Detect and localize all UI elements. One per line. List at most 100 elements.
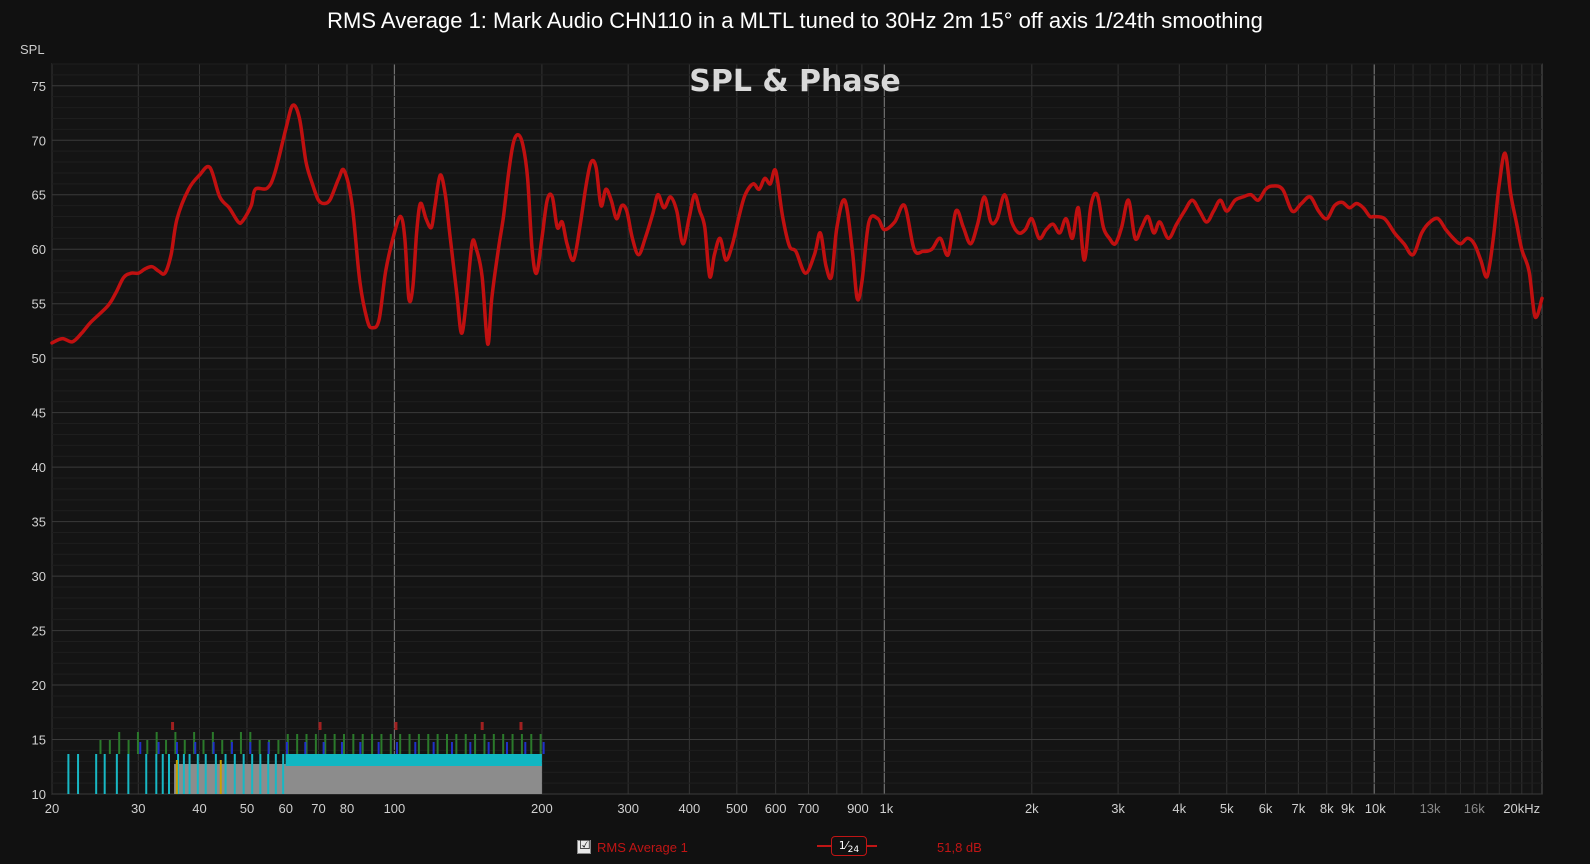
green-bar xyxy=(361,734,364,754)
cyan-bar xyxy=(251,754,254,794)
cyan-bar xyxy=(242,754,245,794)
red-bar xyxy=(394,722,398,730)
cyan-bar xyxy=(115,754,118,794)
green-bar xyxy=(174,732,177,754)
blue-bar xyxy=(432,742,435,754)
green-bar xyxy=(324,734,327,754)
green-bar xyxy=(389,734,392,754)
red-bar xyxy=(480,722,484,730)
green-bar xyxy=(352,734,355,754)
smoothing-control[interactable]: 1⁄24 xyxy=(817,836,877,856)
red-bar xyxy=(171,722,175,730)
cyan-bar xyxy=(188,754,191,794)
green-bar xyxy=(474,734,477,754)
green-bar xyxy=(202,740,205,754)
cyan-bar xyxy=(224,754,227,794)
x-tick-label: 300 xyxy=(617,801,639,816)
y-tick-label: 45 xyxy=(32,406,46,421)
legend-series-name[interactable]: RMS Average 1 xyxy=(597,840,688,855)
green-bar xyxy=(239,732,242,754)
green-bar xyxy=(399,734,402,754)
x-tick-label: 70 xyxy=(311,801,325,816)
green-bar xyxy=(492,734,495,754)
green-bar xyxy=(380,734,383,754)
blue-bar xyxy=(487,742,490,754)
y-axis-label: SPL xyxy=(20,42,45,57)
y-tick-label: 50 xyxy=(32,351,46,366)
x-tick-label: 600 xyxy=(765,801,787,816)
x-tick-label: 6k xyxy=(1259,801,1273,816)
x-tick-label: 500 xyxy=(726,801,748,816)
cyan-bar xyxy=(196,754,199,794)
y-tick-label: 60 xyxy=(32,242,46,257)
green-bar xyxy=(221,740,224,754)
gray-band xyxy=(174,764,542,794)
blue-bar xyxy=(340,742,343,754)
cyan-bar xyxy=(259,754,262,794)
green-bar xyxy=(427,734,430,754)
orange-bar xyxy=(175,760,178,794)
blue-bar xyxy=(524,742,527,754)
x-tick-label: 3k xyxy=(1111,801,1125,816)
green-bar xyxy=(408,734,411,754)
blue-bar xyxy=(377,742,380,754)
x-tick-label: 10k xyxy=(1365,801,1386,816)
green-bar xyxy=(99,740,102,754)
green-bar xyxy=(539,734,542,754)
x-tick-label: 20 xyxy=(45,801,59,816)
cyan-bar xyxy=(161,754,164,794)
y-tick-label: 35 xyxy=(32,515,46,530)
cyan-bar xyxy=(145,754,148,794)
cyan-bar xyxy=(267,754,270,794)
blue-bar xyxy=(304,742,307,754)
green-bar xyxy=(193,732,196,754)
y-tick-label: 40 xyxy=(32,460,46,475)
green-bar xyxy=(417,734,420,754)
plot-area xyxy=(51,63,1543,795)
check-icon: ☑ xyxy=(579,838,591,853)
blue-bar xyxy=(542,742,545,754)
green-bar xyxy=(258,740,261,754)
green-bar xyxy=(146,740,149,754)
green-bar xyxy=(165,740,168,754)
blue-bar xyxy=(285,742,288,754)
coherence-bars xyxy=(67,722,545,794)
green-bar xyxy=(183,740,186,754)
x-tick-label: 40 xyxy=(192,801,206,816)
smoothing-box[interactable]: 1⁄24 xyxy=(831,836,867,856)
cyan-bar xyxy=(233,754,236,794)
y-tick-label: 25 xyxy=(32,624,46,639)
x-tick-label: 4k xyxy=(1172,801,1186,816)
cyan-bar xyxy=(77,754,80,794)
green-bar xyxy=(464,734,467,754)
x-tick-label: 16k xyxy=(1464,801,1485,816)
green-bar xyxy=(342,734,345,754)
green-bar xyxy=(136,732,139,754)
red-bar xyxy=(519,722,523,730)
y-tick-label: 15 xyxy=(32,733,46,748)
legend-checkbox[interactable]: ☑ xyxy=(577,838,591,854)
y-tick-label: 75 xyxy=(32,79,46,94)
blue-bar xyxy=(322,742,325,754)
x-tick-label: 80 xyxy=(340,801,354,816)
chart-title: RMS Average 1: Mark Audio CHN110 in a ML… xyxy=(327,8,1263,33)
cyan-bar xyxy=(95,754,98,794)
blue-bar xyxy=(505,742,508,754)
y-tick-labels: 10 15 20 25 30 35 40 45 50 55 60 65 70 75 xyxy=(32,79,46,802)
cyan-band xyxy=(285,754,542,766)
x-tick-label: 30 xyxy=(131,801,145,816)
green-bar xyxy=(305,734,308,754)
blue-bar xyxy=(414,742,417,754)
red-bar xyxy=(318,722,322,730)
cyan-bar xyxy=(204,754,207,794)
x-tick-label: 13k xyxy=(1420,801,1441,816)
green-bar xyxy=(277,740,280,754)
green-bar xyxy=(511,734,514,754)
blue-bar xyxy=(230,742,233,754)
blue-bar xyxy=(267,742,270,754)
y-tick-label: 70 xyxy=(32,133,46,148)
cyan-bar xyxy=(103,754,106,794)
x-tick-label: 900 xyxy=(847,801,869,816)
cyan-bar xyxy=(274,754,277,794)
